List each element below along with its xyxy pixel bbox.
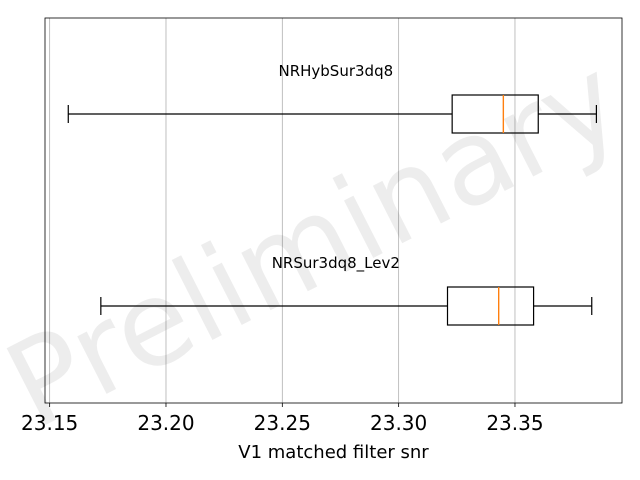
plot-frame	[44, 17, 623, 404]
box-plots: NRHybSur3dq8 NRSur3dq8_Lev2	[67, 62, 598, 326]
x-tick-label: 23.30	[370, 411, 427, 435]
iqr-box	[446, 286, 535, 326]
x-tick-label: 23.15	[21, 411, 78, 435]
series-label: NRSur3dq8_Lev2	[272, 254, 400, 273]
boxplot-2: NRSur3dq8_Lev2	[100, 254, 593, 326]
x-axis-ticks: 23.15 23.20 23.25 23.30 23.35	[21, 403, 544, 435]
x-axis-label: V1 matched filter snr	[238, 442, 429, 463]
iqr-box	[451, 94, 539, 134]
series-label: NRHybSur3dq8	[278, 62, 393, 80]
x-tick-label: 23.20	[137, 411, 194, 435]
x-tick-label: 23.35	[486, 411, 543, 435]
x-tick-label: 23.25	[254, 411, 311, 435]
boxplot-1: NRHybSur3dq8	[67, 62, 598, 134]
grid-lines	[49, 18, 516, 403]
watermark-text: Preliminary	[0, 30, 640, 455]
